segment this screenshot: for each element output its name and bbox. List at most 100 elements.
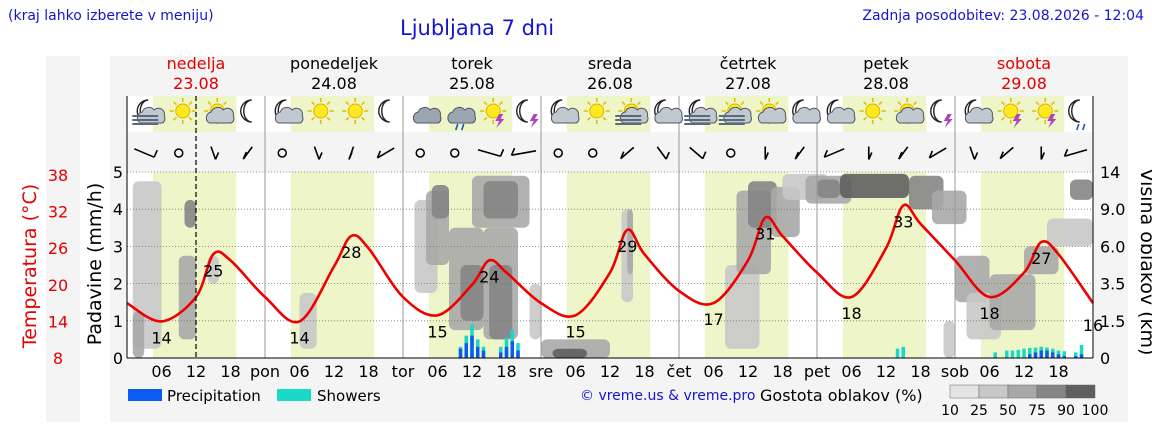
cloud-block xyxy=(529,283,541,340)
temperature-label: 15 xyxy=(565,322,585,341)
wind-barb xyxy=(689,146,707,160)
precipitation-tick: 4 xyxy=(113,200,123,219)
location-hint: (kraj lahko izberete v meniju) xyxy=(8,8,214,24)
x-tick-label: 12 xyxy=(1014,362,1034,381)
moon-icon xyxy=(378,99,390,123)
wind-row xyxy=(133,146,1088,160)
left-axis-panel xyxy=(46,56,80,422)
cloud-scale-swatch xyxy=(949,384,980,399)
temperature-label: 18 xyxy=(841,304,861,323)
sun-thunder-icon xyxy=(997,98,1024,128)
wind-barb xyxy=(242,146,253,160)
x-tick-label: 12 xyxy=(738,362,758,381)
x-tick-label: 18 xyxy=(634,362,654,381)
precipitation-bar xyxy=(1056,354,1061,358)
precipitation-bar xyxy=(476,346,480,358)
moon-cloud-icon xyxy=(964,99,994,124)
moon-cloud-icon xyxy=(654,99,683,124)
day-date: 27.08 xyxy=(725,74,771,93)
day-name: nedelja xyxy=(167,54,226,73)
cloud-block xyxy=(1047,218,1093,247)
moon-thunder-icon xyxy=(930,99,953,128)
x-tick-label: 18 xyxy=(496,362,516,381)
day-date: 28.08 xyxy=(863,74,909,93)
showers-bar xyxy=(901,346,905,358)
showers-bar xyxy=(1079,344,1084,358)
cloud-block xyxy=(932,190,967,225)
precipitation-tick: 0 xyxy=(113,349,123,368)
cloud-scale-title: Gostota oblakov (%) xyxy=(760,386,923,405)
wind-barb xyxy=(764,146,769,160)
x-tick-label: 12 xyxy=(462,362,482,381)
x-tick-label: 18 xyxy=(1048,362,1068,381)
cloud-block xyxy=(552,348,587,358)
precipitation-bar xyxy=(481,350,486,358)
cloud-block xyxy=(840,173,909,199)
moon-cloud-icon xyxy=(826,99,856,124)
sun-cloud-icon xyxy=(204,98,235,124)
wind-barb xyxy=(376,147,395,159)
showers-bar xyxy=(1005,350,1009,358)
wind-barb xyxy=(1063,148,1088,158)
sun-icon xyxy=(169,98,196,124)
day-name: sreda xyxy=(588,54,632,73)
moon-rain-icon xyxy=(1068,99,1086,131)
showers-swatch xyxy=(277,389,311,401)
precipitation-bar xyxy=(1074,356,1078,358)
x-tick-label: 06 xyxy=(289,362,309,381)
copyright-note: © vreme.us & vreme.pro xyxy=(580,388,756,404)
sun-icon xyxy=(583,98,610,124)
x-tick-label: čet xyxy=(667,362,692,381)
wind-barb xyxy=(726,148,736,158)
precipitation-bar xyxy=(1051,352,1055,358)
precipitation-tick: 3 xyxy=(113,237,123,256)
temperature-label: 14 xyxy=(151,328,171,347)
x-tick-label: 18 xyxy=(772,362,792,381)
cloud-height-tick: 3.5 xyxy=(1100,275,1125,294)
wind-barb xyxy=(348,146,355,160)
x-tick-label: tor xyxy=(392,362,415,381)
x-tick-label: pon xyxy=(250,362,280,381)
cloud-block xyxy=(989,274,1036,331)
cloud-scale-swatch xyxy=(1036,384,1067,399)
wind-barb xyxy=(450,148,460,158)
precipitation-bar xyxy=(1033,352,1038,358)
axes: 0123458142026323801.53.56.09.014Temperat… xyxy=(19,96,1152,381)
precipitation-tick: 2 xyxy=(113,275,123,294)
cloud-scale-tick: 90 xyxy=(1057,403,1075,419)
cloud-block xyxy=(431,185,449,219)
precipitation-bar xyxy=(1062,356,1066,358)
cloud-block xyxy=(184,199,196,228)
weather-symbols xyxy=(132,98,1086,131)
day-date: 25.08 xyxy=(449,74,495,93)
x-tick-label: 18 xyxy=(220,362,240,381)
day-date: 23.08 xyxy=(173,74,219,93)
cloud-block xyxy=(725,265,760,349)
wind-barb xyxy=(133,148,158,158)
last-update: Zadnja posodobitev: 23.08.2026 - 12:04 xyxy=(862,8,1144,24)
wind-barb xyxy=(898,146,909,160)
cloud-block xyxy=(489,265,513,340)
day-name: ponedeljek xyxy=(290,54,379,73)
wind-barb xyxy=(210,146,220,160)
x-tick-label: pet xyxy=(804,362,830,381)
wind-barb xyxy=(656,146,670,160)
x-tick-label: 06 xyxy=(841,362,861,381)
moon-cloud-fog-icon xyxy=(684,99,718,125)
temperature-tick: 20 xyxy=(48,276,68,295)
precipitation-bars xyxy=(458,324,1084,358)
temperature-label: 27 xyxy=(1031,249,1051,268)
cloud-block xyxy=(943,320,955,358)
day-name: petek xyxy=(863,54,909,73)
wind-barb xyxy=(477,148,505,158)
cloud-height-tick: 0 xyxy=(1100,349,1110,368)
showers-bar xyxy=(993,352,997,358)
page-title: Ljubljana 7 dni xyxy=(400,16,555,40)
cloud-scale-tick: 75 xyxy=(1028,403,1046,419)
sun-cloud-fog-icon xyxy=(615,98,649,125)
day-name: torek xyxy=(451,54,493,73)
temperature-axis-title: Temperatura (°C) xyxy=(19,184,41,349)
cloud-block xyxy=(817,179,840,199)
